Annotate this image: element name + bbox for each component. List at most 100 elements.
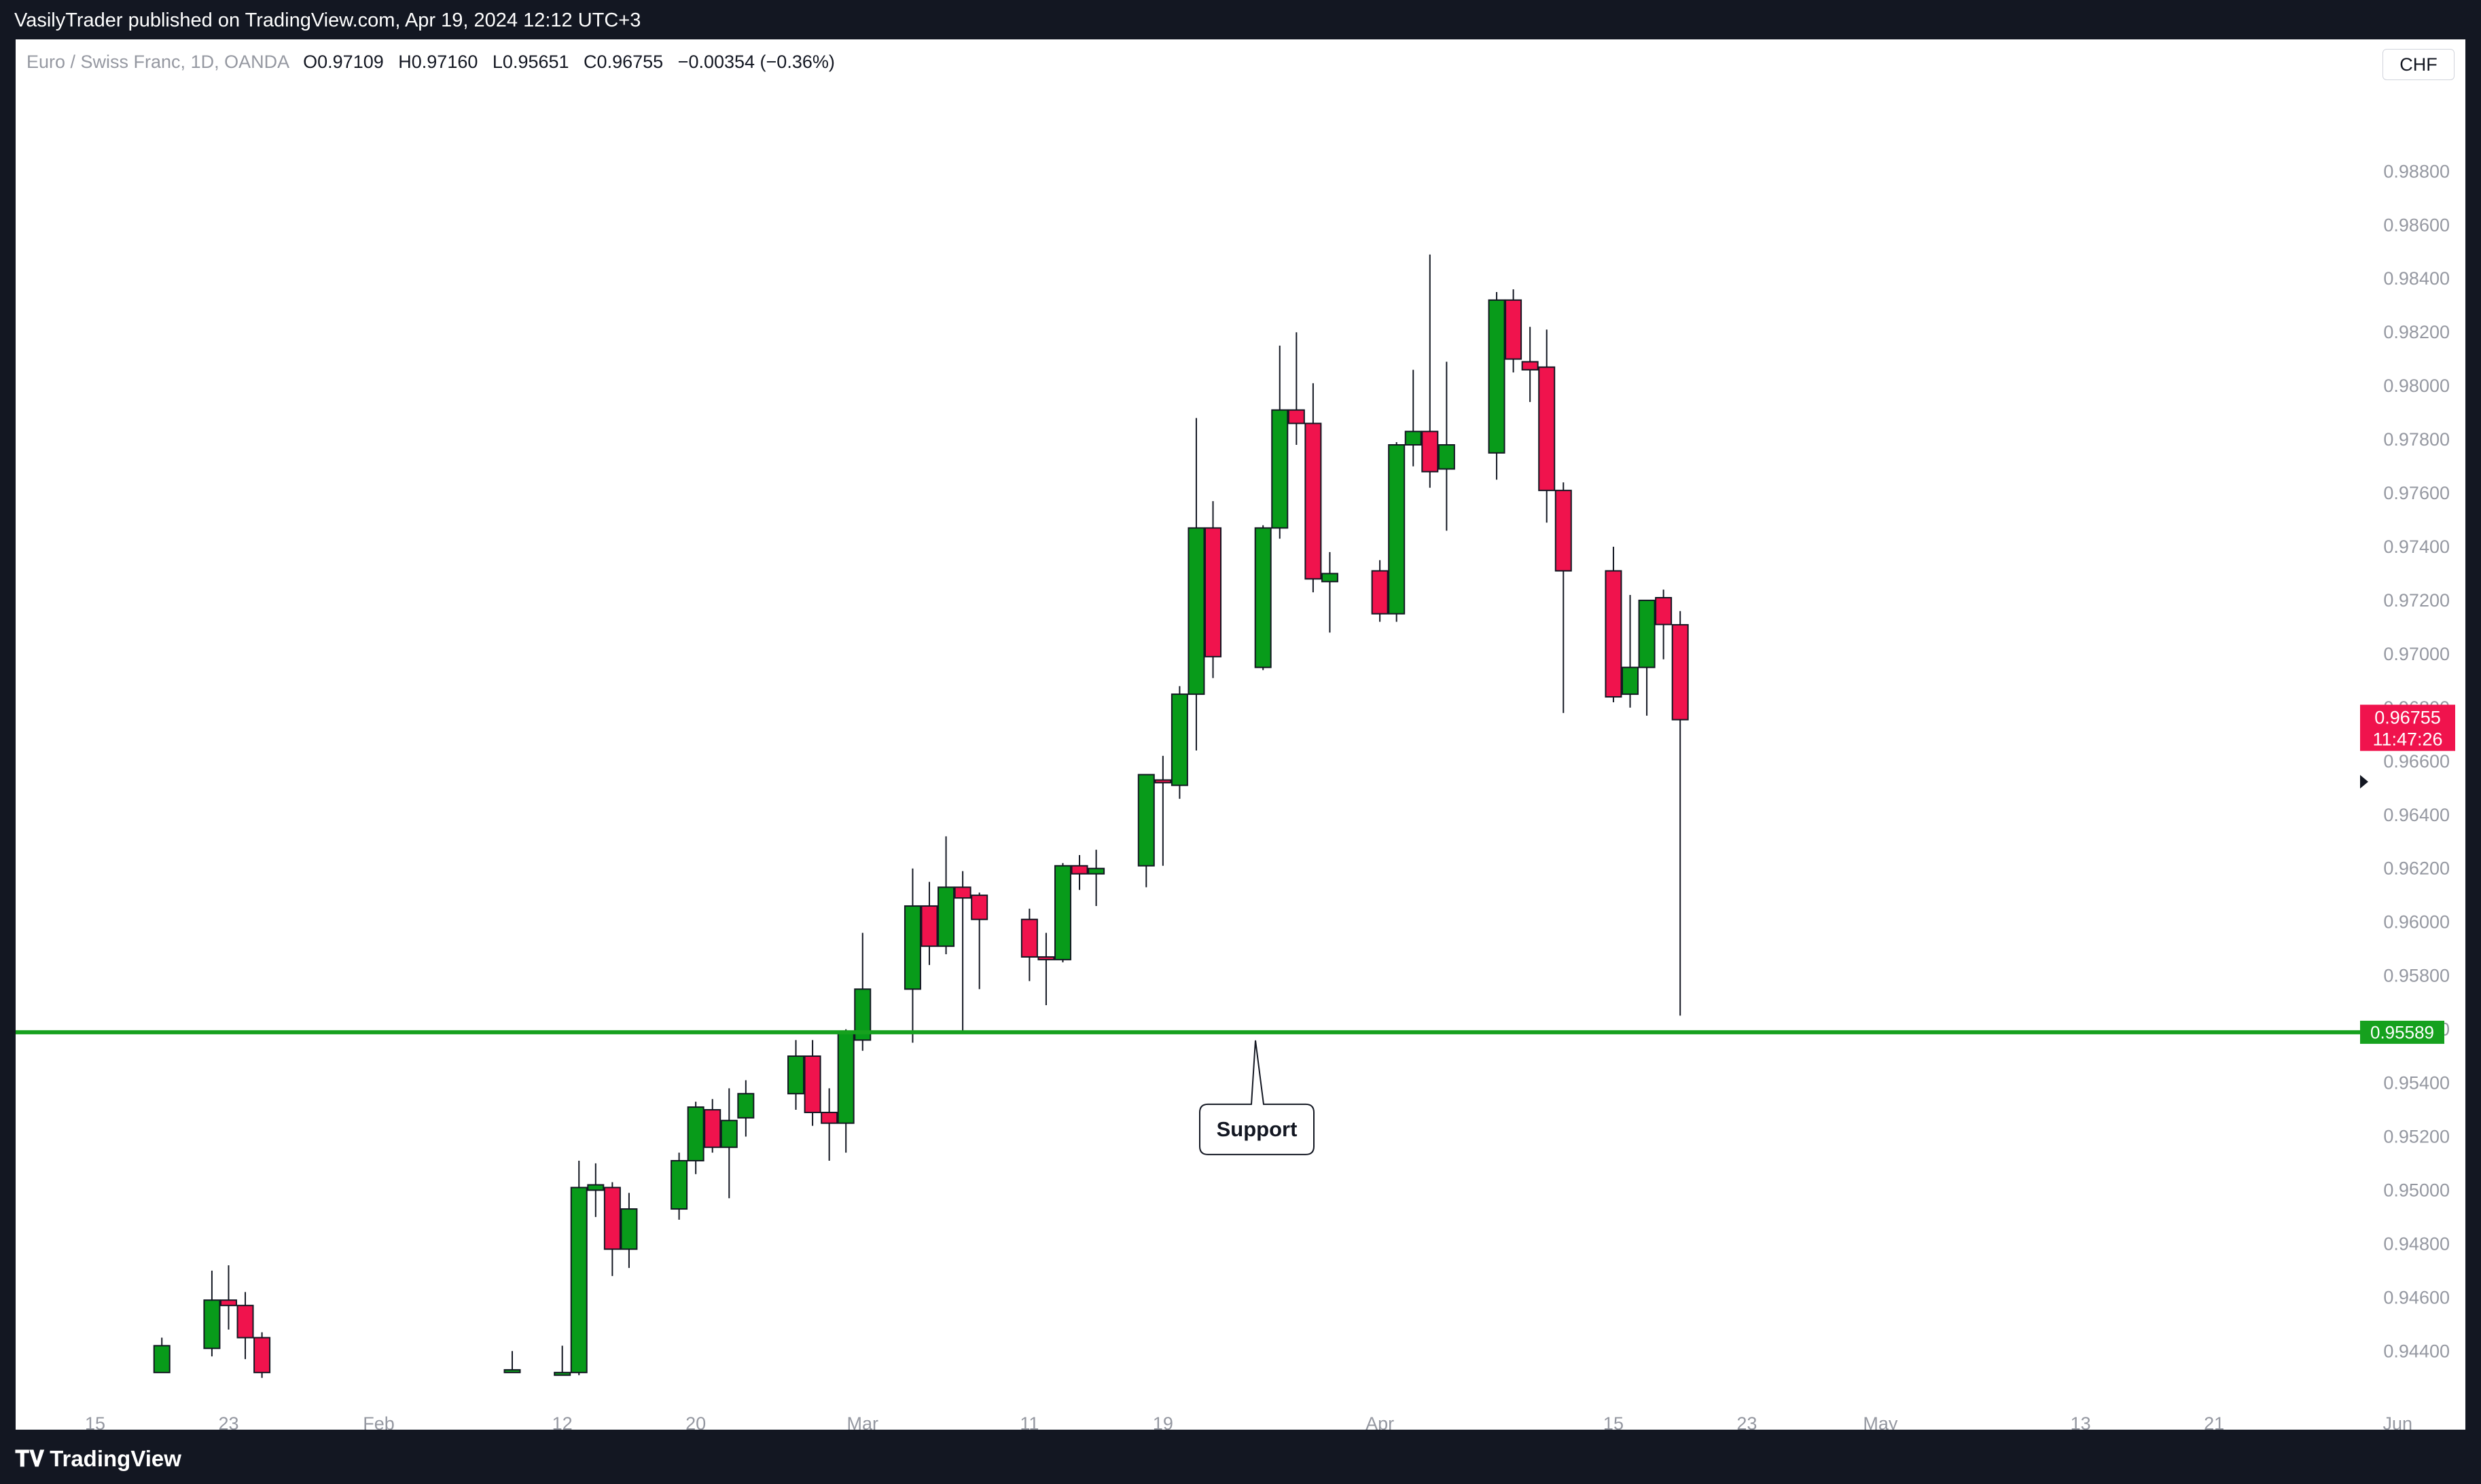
open-label: O: [303, 52, 318, 72]
x-tick-label: 13: [2071, 1413, 2091, 1430]
open-value: 0.97109: [317, 52, 384, 72]
candle-down: [804, 1055, 821, 1113]
candle-up: [854, 988, 872, 1041]
candle-up: [1171, 693, 1188, 786]
candle-down: [1371, 570, 1389, 615]
candle-up: [1488, 299, 1505, 454]
candle-up: [1188, 527, 1205, 695]
x-tick-label: 15: [85, 1413, 105, 1430]
candle-up: [1137, 774, 1155, 867]
candle-down: [1554, 490, 1572, 572]
candle-up: [837, 1031, 855, 1124]
x-tick-label: 23: [1736, 1413, 1757, 1430]
candle-up: [687, 1106, 704, 1161]
candle-down: [1521, 361, 1539, 371]
x-tick-label: Apr: [1366, 1413, 1394, 1430]
candle-up: [1404, 431, 1422, 446]
y-tick-label: 0.98800: [2383, 161, 2450, 181]
candle-down: [704, 1108, 721, 1148]
candle-down: [603, 1187, 621, 1250]
x-tick-label: 19: [1153, 1413, 1173, 1430]
low-value: 0.95651: [502, 52, 569, 72]
candle-up: [671, 1159, 688, 1210]
candle-up: [1088, 867, 1105, 875]
support-callout-label: Support: [1217, 1117, 1298, 1141]
high-label: H: [398, 52, 412, 72]
support-callout: [1199, 1040, 1315, 1155]
candle-up: [1271, 409, 1289, 529]
support-price-tag-label: 0.95589: [2370, 1022, 2434, 1043]
y-tick-label: 0.97400: [2383, 537, 2450, 557]
candle-down: [1538, 366, 1556, 492]
support-price-tag: [2360, 1020, 2444, 1044]
close-value: 0.96755: [596, 52, 664, 72]
candle-up: [1622, 666, 1639, 695]
candle-down: [821, 1111, 838, 1124]
y-tick-label: 0.94600: [2383, 1287, 2450, 1307]
candle-down: [1421, 431, 1439, 473]
y-tick-label: 0.95400: [2383, 1073, 2450, 1093]
y-tick-label: 0.96200: [2383, 858, 2450, 879]
y-tick-label: 0.95000: [2383, 1180, 2450, 1200]
y-tick-label: 0.98200: [2383, 322, 2450, 342]
publish-info: VasilyTrader published on TradingView.co…: [14, 10, 641, 31]
candle-up: [203, 1299, 221, 1350]
candle-up: [570, 1187, 588, 1373]
bar-countdown: 11:47:26: [2372, 729, 2442, 750]
x-tick-label: May: [1863, 1413, 1898, 1430]
y-tick-label: 0.98600: [2383, 215, 2450, 235]
y-tick-label: 0.94400: [2383, 1341, 2450, 1361]
y-tick-label: 0.94800: [2383, 1233, 2450, 1254]
candle-down: [253, 1337, 271, 1373]
last-price-value: 0.96755: [2374, 708, 2441, 728]
candle-down: [921, 905, 938, 947]
x-tick-label: 21: [2204, 1413, 2224, 1430]
y-tick-label: 0.96400: [2383, 805, 2450, 825]
candle-down: [1304, 422, 1322, 580]
candle-up: [153, 1345, 171, 1373]
x-tick-label: 11: [1020, 1413, 1039, 1430]
candle-up: [720, 1119, 738, 1148]
candle-up: [1638, 599, 1656, 668]
x-tick-label: 15: [1603, 1413, 1624, 1430]
candle-up: [1054, 865, 1071, 960]
candle-down: [971, 894, 988, 920]
candle-up: [787, 1055, 805, 1095]
chart-panel[interactable]: 0.94400 0.94600 0.94800 0.95000 0.95200 0.954…: [16, 39, 2465, 1430]
candle-down: [1671, 623, 1689, 721]
tradingview-logo[interactable]: 𝐓𝐕 TradingView: [15, 1446, 181, 1472]
candle-up: [1254, 527, 1272, 668]
y-tick-label: 0.95800: [2383, 966, 2450, 986]
candle-up: [1438, 444, 1455, 470]
y-tick-label: 0.98000: [2383, 376, 2450, 396]
y-tick-label: 0.96000: [2383, 912, 2450, 933]
change-value: −0.00354 (−0.36%): [677, 52, 835, 72]
candle-down: [219, 1299, 237, 1307]
candle-down: [236, 1305, 254, 1339]
y-tick-label: 0.97600: [2383, 483, 2450, 503]
candle-down: [1037, 956, 1055, 960]
candle-up: [938, 886, 955, 947]
y-tick-label: 0.98400: [2383, 268, 2450, 289]
candle-up: [620, 1208, 638, 1250]
last-price-tag: [2360, 704, 2455, 751]
high-value: 0.97160: [411, 52, 478, 72]
candle-up: [737, 1093, 755, 1119]
x-tick-label: Mar: [847, 1413, 879, 1430]
y-tick-label: 0.97800: [2383, 429, 2450, 450]
symbol-name: Euro / Swiss Franc, 1D, OANDA: [26, 52, 289, 72]
candle-up: [1388, 444, 1406, 615]
x-tick-label: 23: [218, 1413, 238, 1430]
close-label: C: [584, 52, 597, 72]
currency-button[interactable]: CHF: [2382, 49, 2455, 80]
candle-up: [554, 1371, 571, 1376]
candle-down: [1020, 918, 1038, 958]
candlestick-chart[interactable]: 0.94400 0.94600 0.94800 0.95000 0.95200 0.954…: [16, 39, 2465, 1430]
footer-bar: 𝐓𝐕 TradingView: [0, 1430, 2481, 1484]
candle-down: [954, 886, 971, 899]
low-label: L: [492, 52, 503, 72]
candle-down: [1071, 865, 1088, 875]
x-tick-label: 20: [685, 1413, 706, 1430]
candle-up: [587, 1184, 605, 1191]
candle-down: [1287, 409, 1305, 424]
